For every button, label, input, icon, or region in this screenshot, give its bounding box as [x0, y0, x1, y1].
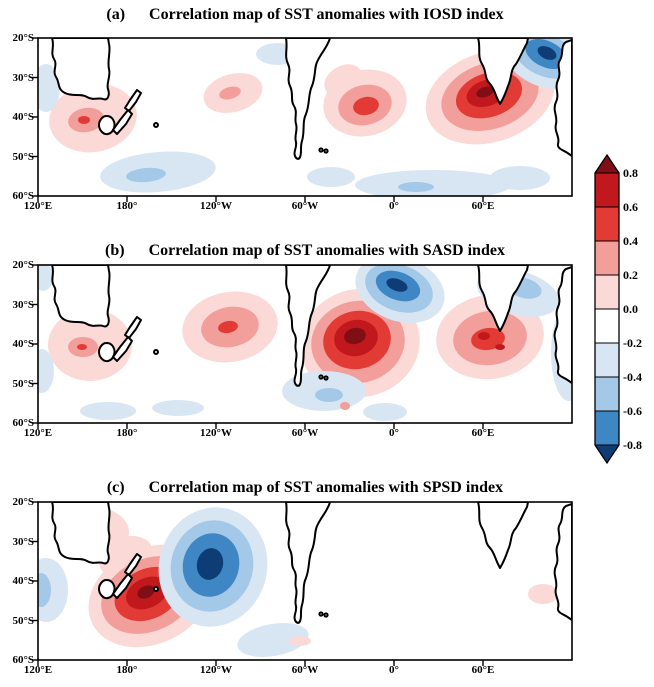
- panel-c-negative-blob-west-edge: [38, 558, 68, 622]
- panel-a-xtick: 120°W: [200, 200, 232, 212]
- panel-a-axis-ticks: [32, 37, 484, 202]
- panel-b-label: (b): [105, 242, 125, 259]
- panel-b-positive-blob-indian-ocean: [436, 294, 544, 380]
- panel-a-positive-blob-pacific: [203, 73, 263, 113]
- colorbar: 0.8 0.6 0.4 0.2 0.0 -0.2 -0.4 -0.6 -0.8: [594, 153, 642, 465]
- panel-b-small-positive-spot: [340, 402, 350, 410]
- colorbar-tick-label: 0.4: [623, 234, 638, 248]
- panel-c-ytick: 30°S: [12, 535, 34, 548]
- colorbar-tick-label: -0.2: [623, 336, 642, 350]
- panel-a-xtick: 0°: [389, 200, 399, 212]
- panel-a-positive-blob-tasman: [49, 83, 137, 153]
- panel-a-positive-blob-south-atlantic: [323, 64, 407, 137]
- panel-c-negative-blob-central-pacific: [158, 507, 268, 627]
- map-panel-c-spsd: [32, 501, 573, 666]
- panel-b-positive-blob-pacific: [182, 291, 278, 363]
- panel-b-ytick: 20°S: [12, 259, 34, 271]
- panel-c-positive-blob-southwest-pacific: [88, 544, 212, 648]
- colorbar-tick-label: -0.8: [623, 438, 642, 452]
- panel-c-weak-negative-patch: [237, 623, 309, 657]
- panel-b-xtick: 60°E: [471, 427, 495, 439]
- panel-b-ytick: 40°S: [12, 338, 34, 350]
- colorbar-tick-label: -0.6: [623, 404, 642, 418]
- colorbar-tick-label: -0.4: [623, 370, 642, 384]
- colorbar-tick-label: 0.6: [623, 200, 638, 214]
- map-panel-a-iosd: [32, 37, 573, 202]
- panel-a-xtick: 120°E: [23, 200, 53, 212]
- panel-b-ytick: 30°S: [12, 298, 34, 311]
- panel-c-xtick: 60°W: [291, 664, 319, 676]
- panel-b-negative-blob-south-atlantic: [355, 265, 445, 323]
- panel-a-ytick: 20°S: [12, 32, 34, 44]
- panel-a-xtick: 180°: [116, 200, 138, 212]
- map-panel-b-sasd: [32, 264, 573, 429]
- panel-a-label: (a): [106, 6, 126, 23]
- panel-b-xtick: 60°W: [291, 427, 319, 439]
- panel-c-xtick: 0°: [389, 664, 399, 676]
- panel-c-axis-ticks: [32, 501, 484, 666]
- panel-c-label: (c): [106, 479, 125, 496]
- panel-a-ytick: 50°S: [12, 150, 34, 163]
- panel-c-title: (c) Correlation map of SST anomalies with…: [38, 479, 572, 497]
- panel-a-ytick: 40°S: [12, 111, 34, 123]
- panel-b-xtick: 120°E: [23, 427, 53, 439]
- panel-c-ytick: 40°S: [12, 575, 34, 587]
- panel-b-ytick: 50°S: [12, 377, 34, 390]
- panel-c-title-text: Correlation map of SST anomalies with SP…: [148, 479, 504, 496]
- panel-a-ytick: 30°S: [12, 71, 34, 84]
- panel-c-ytick: 60°S: [12, 654, 34, 666]
- colorbar-arrow-top: [595, 155, 619, 173]
- colorbar-tick-label: 0.8: [623, 166, 638, 180]
- panel-b-axis-ticks: [32, 264, 484, 429]
- panel-c-xtick: 180°: [116, 664, 138, 676]
- colorbar-tick-label: 0.0: [623, 302, 638, 316]
- panel-c-ytick: 50°S: [12, 614, 34, 627]
- panel-a-xtick: 60°E: [471, 200, 495, 212]
- panel-a-title: (a) Correlation map of SST anomalies with…: [38, 6, 572, 24]
- colorbar-tick-label: 0.2: [623, 268, 638, 282]
- panel-a-ytick: 60°S: [12, 190, 34, 202]
- panel-a-title-text: Correlation map of SST anomalies with IO…: [149, 6, 504, 23]
- panel-c-weak-positive-spots: [289, 584, 558, 646]
- colorbar-arrow-bottom: [595, 445, 619, 463]
- panel-c-ytick: 20°S: [12, 496, 34, 508]
- panel-b-xtick: 120°W: [200, 427, 232, 439]
- panel-c-xtick: 120°E: [23, 664, 53, 676]
- panel-b-title-text: Correlation map of SST anomalies with SA…: [148, 242, 505, 259]
- panel-c-xtick: 120°W: [200, 664, 232, 676]
- panel-b-xtick: 0°: [389, 427, 399, 439]
- panel-b-xtick: 180°: [116, 427, 138, 439]
- panel-b-ytick: 60°S: [12, 417, 34, 429]
- panel-b-title: (b) Correlation map of SST anomalies with…: [38, 242, 572, 260]
- panel-a-xtick: 60°W: [291, 200, 319, 212]
- panel-c-xtick: 60°E: [471, 664, 495, 676]
